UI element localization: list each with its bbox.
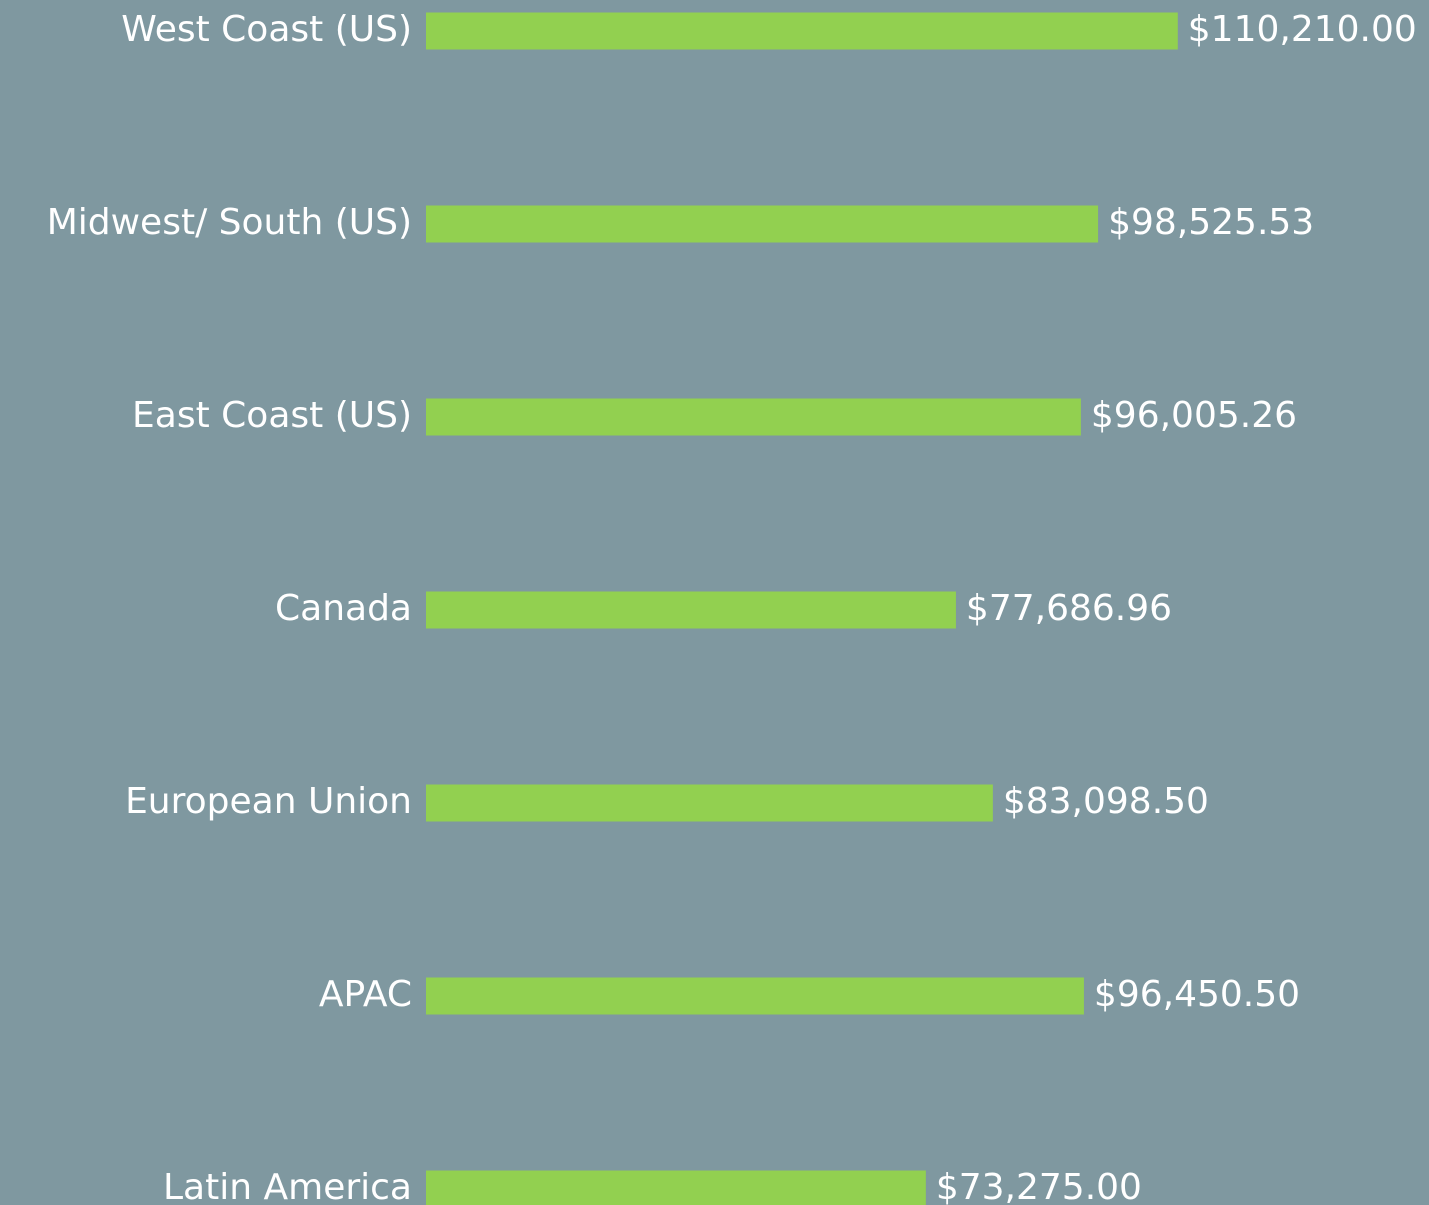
bar <box>426 205 1099 243</box>
bar <box>426 591 956 629</box>
category-label: Midwest/ South (US) <box>47 202 412 243</box>
value-label: $96,450.50 <box>1094 974 1300 1015</box>
value-label: $77,686.96 <box>966 588 1172 629</box>
bar <box>426 1170 926 1205</box>
value-label: $83,098.50 <box>1003 781 1209 822</box>
category-label: European Union <box>125 781 412 822</box>
value-label: $96,005.26 <box>1091 395 1297 436</box>
category-label: West Coast (US) <box>121 9 412 50</box>
bar <box>426 398 1081 436</box>
category-label: APAC <box>319 974 412 1015</box>
value-label: $73,275.00 <box>936 1167 1142 1205</box>
bar <box>426 784 993 822</box>
value-label: $110,210.00 <box>1188 9 1417 50</box>
value-label: $98,525.53 <box>1108 202 1314 243</box>
category-label: East Coast (US) <box>132 395 412 436</box>
bar <box>426 12 1178 50</box>
bar <box>426 977 1084 1015</box>
category-label: Canada <box>275 588 412 629</box>
category-label: Latin America <box>163 1167 412 1205</box>
